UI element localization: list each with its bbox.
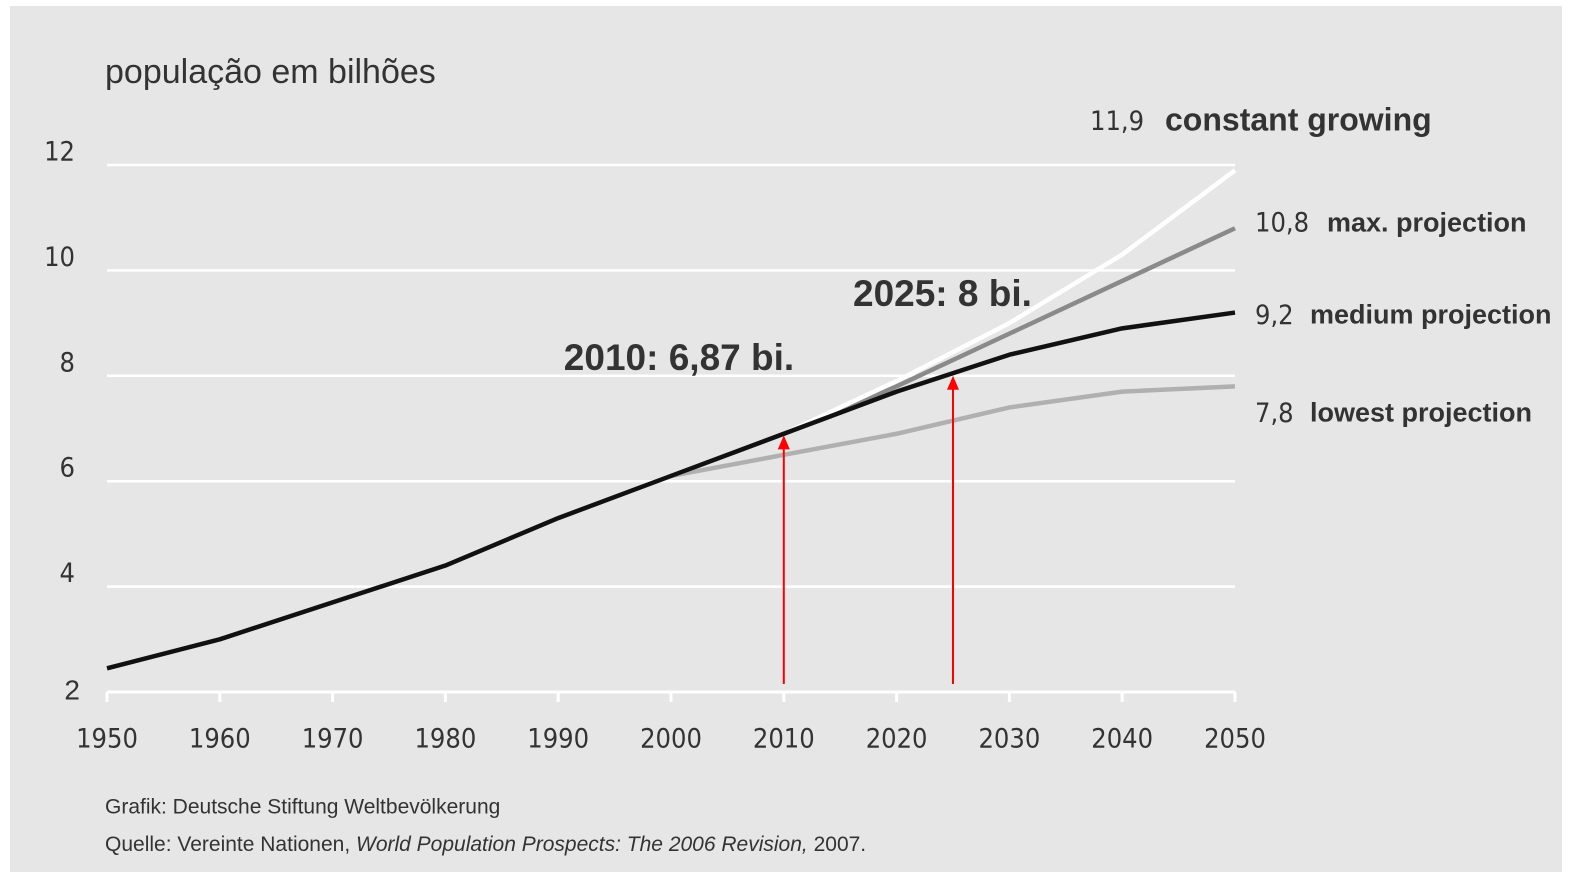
- annotation-label: 2010: 6,87 bi.: [564, 337, 794, 378]
- x-tick-label: 2000: [640, 724, 702, 755]
- y-tick-label: 8: [60, 347, 75, 378]
- series-label: max. projection: [1327, 207, 1527, 237]
- x-tick-label: 2010: [753, 724, 815, 755]
- series-label: lowest projection: [1310, 397, 1532, 427]
- chart-background: [10, 6, 1562, 872]
- y-tick-label: 2: [64, 674, 80, 705]
- x-tick-label: 2050: [1204, 724, 1266, 755]
- source: Quelle: Vereinte Nationen, World Populat…: [105, 833, 866, 856]
- y-tick-label: 10: [44, 242, 75, 273]
- y-tick-label: 12: [44, 137, 75, 168]
- x-tick-label: 2030: [978, 724, 1040, 755]
- end-value-label: 9,2: [1255, 300, 1294, 331]
- source-part: World Population Prospects: The 2006 Rev…: [356, 833, 808, 856]
- series-label: medium projection: [1310, 300, 1552, 330]
- y-tick-label: 6: [60, 453, 75, 484]
- x-tick-label: 1980: [414, 724, 476, 755]
- chart-title: população em bilhões: [105, 53, 436, 91]
- source-part: Quelle: Vereinte Nationen,: [105, 833, 356, 856]
- x-tick-label: 2040: [1091, 724, 1153, 755]
- end-value-label: 10,8: [1255, 208, 1309, 239]
- x-tick-label: 1990: [527, 724, 589, 755]
- arrow-head: [947, 375, 959, 390]
- annotation-label: 2025: 8 bi.: [853, 273, 1032, 314]
- end-value-label: 11,9: [1090, 106, 1144, 137]
- arrow-head: [777, 435, 790, 450]
- y-tick-label: 4: [60, 558, 75, 589]
- source-part: 2007.: [808, 833, 866, 856]
- credit: Grafik: Deutsche Stiftung Weltbevölkerun…: [105, 796, 500, 819]
- x-tick-label: 2020: [866, 724, 928, 755]
- x-tick-label: 1950: [76, 724, 138, 755]
- series-label: constant growing: [1165, 102, 1432, 138]
- series-line: [106, 310, 1236, 671]
- x-tick-label: 1970: [302, 724, 364, 755]
- x-tick-label: 1960: [189, 724, 251, 755]
- end-value-label: 7,8: [1255, 398, 1294, 429]
